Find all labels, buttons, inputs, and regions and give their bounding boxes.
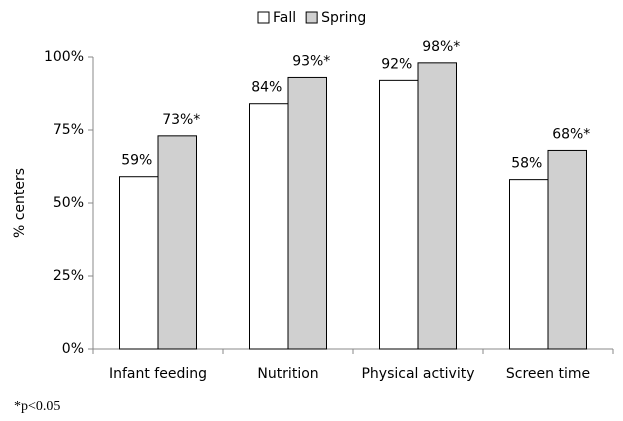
bar (119, 176, 159, 350)
value-label: 92% (381, 56, 412, 72)
x-tick-label: Physical activity (361, 366, 474, 382)
x-tick-label: Infant feeding (109, 366, 207, 382)
bar (287, 76, 327, 350)
bar (417, 62, 457, 350)
legend-swatch (305, 11, 318, 24)
value-label: 73%* (162, 112, 200, 128)
y-tick-label: 25% (53, 268, 84, 284)
value-label: 84% (251, 80, 282, 96)
value-label: 98%* (422, 39, 460, 55)
footnote: *p<0.05 (14, 399, 60, 414)
legend-swatch (257, 11, 270, 24)
bar (547, 149, 587, 350)
y-tick-label: 0% (62, 341, 84, 357)
y-tick-label: 75% (53, 122, 84, 138)
value-label: 93%* (292, 53, 330, 69)
x-tick-label: Screen time (506, 366, 590, 382)
y-axis-label: % centers (12, 168, 28, 238)
bar (379, 79, 419, 350)
bar (509, 179, 549, 350)
legend-label: Fall (273, 10, 296, 26)
value-label: 68%* (552, 126, 590, 142)
bar (249, 103, 289, 350)
bar (157, 135, 197, 350)
value-label: 59% (121, 153, 152, 169)
legend-label: Spring (321, 10, 366, 26)
y-tick-label: 100% (44, 49, 84, 65)
value-label: 58% (511, 156, 542, 172)
x-tick-label: Nutrition (257, 366, 318, 382)
y-tick-label: 50% (53, 195, 84, 211)
